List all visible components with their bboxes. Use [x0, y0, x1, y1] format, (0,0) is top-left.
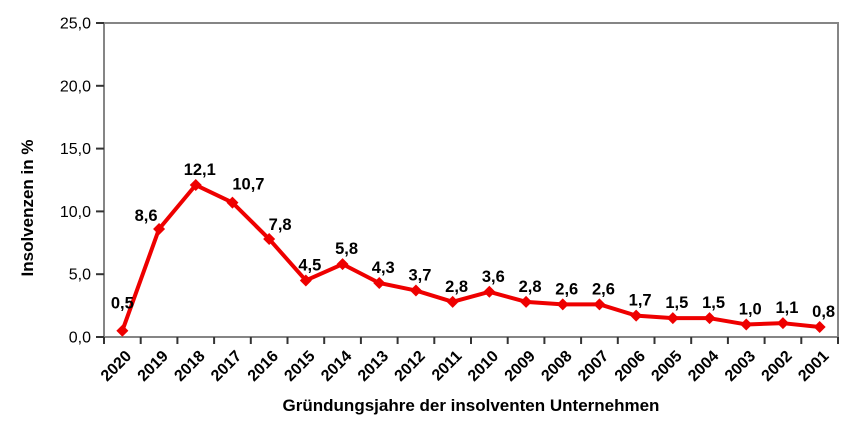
- x-tick-label: 2011: [429, 348, 466, 385]
- data-point-marker: [189, 179, 202, 192]
- data-point-label: 5,8: [335, 240, 358, 258]
- data-point-label: 8,6: [135, 207, 158, 225]
- data-point-label: 0,8: [812, 303, 835, 321]
- insolvency-rate-line: [120, 183, 822, 333]
- data-point-label: 1,1: [775, 299, 798, 317]
- x-tick-label: 2002: [759, 348, 796, 385]
- x-tick-label: 2015: [281, 348, 318, 385]
- y-tick-label: 20,0: [60, 78, 91, 95]
- x-tick-label: 2014: [318, 348, 355, 385]
- data-point-label: 2,8: [519, 278, 542, 296]
- x-tick-label: 2001: [795, 348, 832, 385]
- x-tick-label: 2020: [98, 348, 135, 385]
- data-point-label: 1,5: [702, 294, 725, 312]
- data-point-marker: [116, 324, 129, 337]
- data-point-marker: [666, 312, 679, 325]
- data-point-marker: [593, 298, 606, 311]
- x-tick-label: 2017: [208, 348, 245, 385]
- x-tick-label: 2005: [648, 348, 685, 385]
- y-tick-label: 25,0: [60, 16, 91, 33]
- data-point-label: 0,5: [111, 295, 134, 313]
- data-point-label: 10,7: [232, 176, 264, 194]
- plot-area: [103, 22, 839, 338]
- data-point-marker: [520, 295, 533, 308]
- x-tick-label: 2007: [575, 348, 612, 385]
- data-point-label: 4,5: [298, 256, 321, 274]
- data-point-label: 1,0: [739, 300, 762, 318]
- x-tick-label: 2019: [135, 348, 172, 385]
- data-point-marker: [263, 233, 276, 246]
- data-point-label: 1,7: [629, 292, 652, 310]
- y-tick-label: 10,0: [60, 204, 91, 221]
- x-tick-label: 2006: [612, 348, 649, 385]
- data-point-marker: [483, 285, 496, 298]
- x-tick-label: 2003: [722, 348, 759, 385]
- data-point-label: 2,8: [445, 278, 468, 296]
- x-tick-label: 2018: [171, 348, 208, 385]
- data-point-label: 4,3: [372, 259, 395, 277]
- y-tick-label: 0,0: [69, 330, 91, 347]
- data-point-label: 7,8: [269, 216, 292, 234]
- x-tick-label: 2009: [502, 348, 539, 385]
- data-point-marker: [776, 317, 789, 330]
- data-point-marker: [153, 222, 166, 235]
- data-point-marker: [299, 274, 312, 287]
- x-tick-label: 2016: [245, 348, 282, 385]
- data-point-marker: [556, 298, 569, 311]
- data-point-marker: [703, 312, 716, 325]
- data-point-marker: [446, 295, 459, 308]
- data-point-marker: [813, 320, 826, 333]
- x-tick-label: 2012: [392, 348, 429, 385]
- data-point-marker: [226, 196, 239, 209]
- data-point-marker: [409, 284, 422, 297]
- y-axis-title: Insolvenzen in %: [18, 139, 37, 277]
- x-tick-label: 2004: [685, 348, 722, 385]
- data-point-label: 2,6: [592, 280, 615, 298]
- data-point-marker: [630, 309, 643, 322]
- x-tick-label: 2008: [538, 348, 575, 385]
- data-point-label: 3,6: [482, 268, 505, 286]
- data-point-label: 2,6: [555, 280, 578, 298]
- data-point-marker: [373, 276, 386, 289]
- y-tick-label: 5,0: [69, 267, 91, 284]
- data-point-marker: [740, 318, 753, 331]
- x-tick-label: 2010: [465, 348, 502, 385]
- x-axis-title: Gründungsjahre der insolventen Unternehm…: [282, 396, 660, 415]
- x-tick-label: 2013: [355, 348, 392, 385]
- data-point-label: 1,5: [665, 294, 688, 312]
- data-point-label: 12,1: [184, 161, 216, 179]
- data-point-marker: [336, 258, 349, 271]
- y-tick-label: 15,0: [60, 141, 91, 158]
- data-point-label: 3,7: [408, 267, 431, 285]
